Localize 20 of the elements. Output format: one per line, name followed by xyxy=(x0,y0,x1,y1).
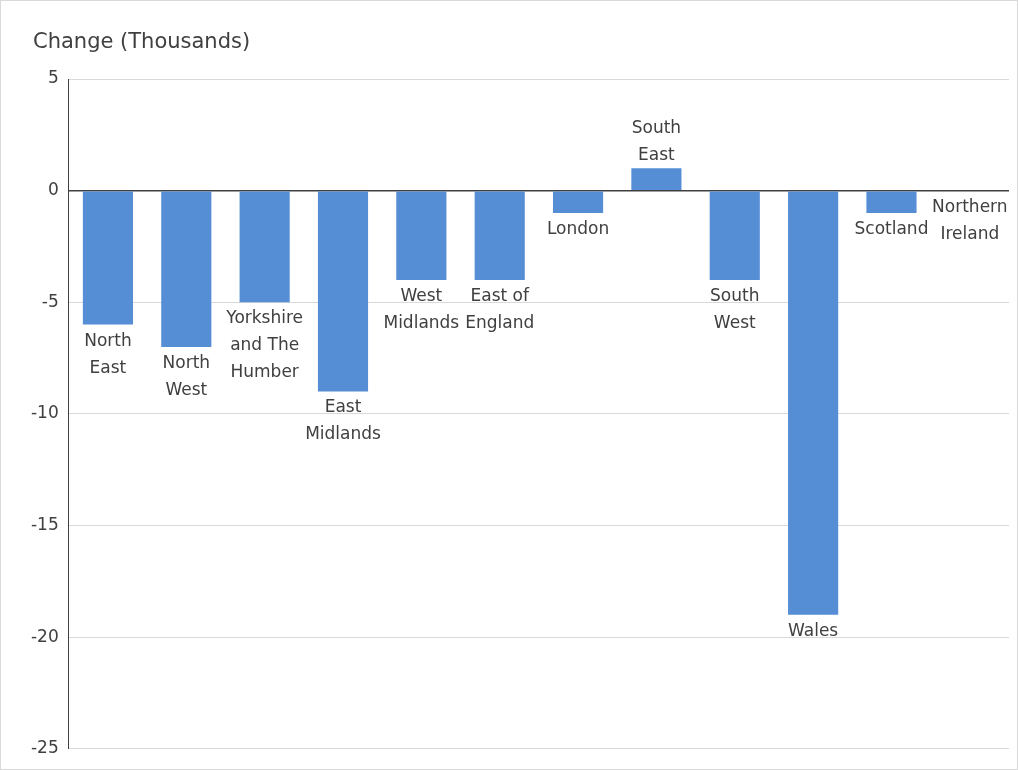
y-tick-label: -5 xyxy=(41,290,59,311)
y-tick-label: 5 xyxy=(47,67,59,88)
y-tick-label: -20 xyxy=(30,625,59,646)
x-tick-label: Wales xyxy=(788,619,839,640)
x-tick-label: East of England xyxy=(465,284,535,332)
y-axis-title: Change (Thousands) xyxy=(33,29,251,54)
x-tick-label: South West xyxy=(710,284,760,332)
x-tick-label: Scotland xyxy=(854,217,929,238)
x-tick-label: South East xyxy=(631,117,682,165)
x-tick-label: North East xyxy=(84,329,132,377)
x-tick-label: Yorkshire and The Humber xyxy=(225,307,304,382)
x-tick-label: North West xyxy=(162,351,211,399)
x-tick-label: West Midlands xyxy=(383,284,460,332)
x-tick-label: Northern Ireland xyxy=(932,195,1008,243)
y-tick-label: 0 xyxy=(47,179,59,200)
x-tick-label: London xyxy=(546,217,610,238)
y-tick-label: -10 xyxy=(30,402,59,423)
y-tick-label: -25 xyxy=(30,737,59,758)
y-tick-label: -15 xyxy=(30,513,59,534)
x-tick-label: East Midlands xyxy=(305,396,382,444)
